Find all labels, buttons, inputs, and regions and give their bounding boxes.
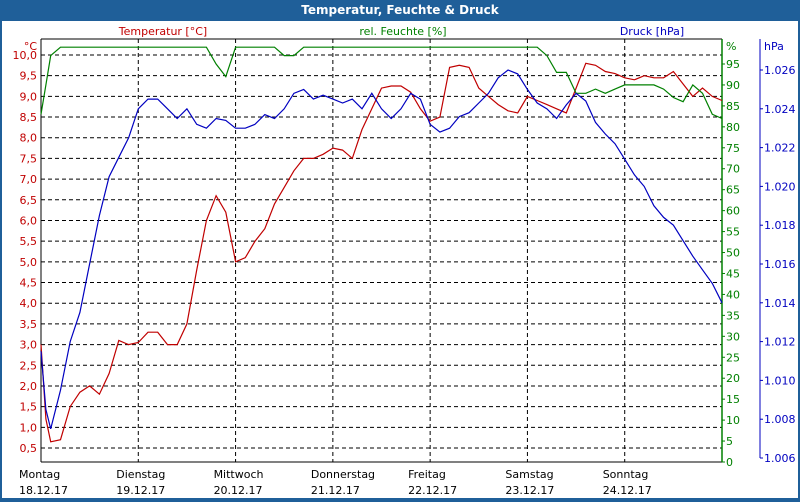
humidity-tick-label: 65 (726, 184, 740, 197)
temperature-tick-label: 7,0 (20, 173, 38, 186)
pressure-tick-label: 1.012 (764, 336, 796, 349)
humidity-tick-label: 80 (726, 121, 740, 134)
pressure-tick-label: 1.014 (764, 297, 796, 310)
temperature-tick-label: 1,5 (20, 401, 38, 414)
temperature-tick-label: 5,5 (20, 235, 38, 248)
temperature-tick-label: 1,0 (20, 421, 38, 434)
date-label: 20.12.17 (214, 484, 263, 497)
window-title: Temperatur, Feuchte & Druck (0, 0, 800, 21)
temperature-tick-label: 8,0 (20, 132, 38, 145)
temperature-tick-label: 6,5 (20, 194, 38, 207)
pressure-tick-label: 1.010 (764, 374, 796, 387)
temperature-tick-label: 5,0 (20, 256, 38, 269)
pressure-unit-label: hPa (764, 40, 784, 53)
humidity-tick-label: 30 (726, 330, 740, 343)
temperature-unit-label: °C (24, 40, 38, 53)
temperature-tick-label: 3,5 (20, 318, 38, 331)
pressure-tick-label: 1.016 (764, 258, 796, 271)
day-label: Montag (19, 468, 60, 481)
chart-panel: 10,0 9,5 9,0 8,5 8,0 7,5 7,0 6,5 6,0 5,5 5,0 4,5 4,0… (2, 21, 798, 498)
temperature-tick-label: 7,5 (20, 152, 38, 165)
pressure-tick-label: 1.006 (764, 452, 796, 465)
humidity-tick-label: 45 (726, 267, 740, 280)
humidity-tick-label: 75 (726, 142, 740, 155)
temperature-tick-label: 4,5 (20, 277, 38, 290)
day-label: Mittwoch (214, 468, 264, 481)
date-label: 18.12.17 (19, 484, 68, 497)
pressure-line (40, 69, 723, 430)
humidity-tick-label: 25 (726, 351, 740, 364)
temperature-tick-label: 8,5 (20, 111, 38, 124)
pressure-tick-label: 1.024 (764, 103, 796, 116)
date-label: 24.12.17 (603, 484, 652, 497)
weather-chart: 10,0 9,5 9,0 8,5 8,0 7,5 7,0 6,5 6,0 5,5 5,0 4,5 4,0… (13, 25, 796, 497)
temperature-tick-label: 9,5 (20, 70, 38, 83)
humidity-tick-label: 60 (726, 205, 740, 218)
humidity-tick-label: 55 (726, 226, 740, 239)
humidity-tick-label: 70 (726, 163, 740, 176)
pressure-tick-label: 1.018 (764, 219, 796, 232)
day-label: Freitag (408, 468, 446, 481)
humidity-tick-label: 15 (726, 393, 740, 406)
humidity-tick-label: 35 (726, 309, 740, 322)
pressure-tick-label: 1.008 (764, 413, 796, 426)
temperature-tick-label: 4,0 (20, 297, 38, 310)
humidity-tick-label: 0 (726, 456, 733, 469)
temperature-tick-label: 6,0 (20, 214, 38, 227)
temperature-tick-label: 3,0 (20, 339, 38, 352)
date-label: 22.12.17 (408, 484, 457, 497)
humidity-tick-label: 50 (726, 247, 740, 260)
pressure-tick-label: 1.020 (764, 180, 796, 193)
humidity-line (40, 46, 723, 120)
temperature-tick-label: 0,5 (20, 442, 38, 455)
temperature-tick-label: 2,0 (20, 380, 38, 393)
day-label: Sonntag (603, 468, 649, 481)
humidity-tick-label: 20 (726, 372, 740, 385)
temperature-line (40, 62, 723, 443)
humidity-tick-label: 95 (726, 58, 740, 71)
humidity-tick-label: 90 (726, 79, 740, 92)
day-label: Dienstag (116, 468, 165, 481)
humidity-tick-label: 85 (726, 100, 740, 113)
humidity-unit-label: % (726, 40, 736, 53)
pressure-tick-label: 1.022 (764, 142, 796, 155)
date-label: 21.12.17 (311, 484, 360, 497)
legend-pressure: Druck [hPa] (620, 25, 684, 38)
humidity-tick-label: 10 (726, 414, 740, 427)
temperature-tick-label: 2,5 (20, 359, 38, 372)
humidity-tick-label: 5 (726, 435, 733, 448)
day-label: Samstag (505, 468, 553, 481)
temperature-tick-label: 10,0 (13, 49, 38, 62)
humidity-tick-label: 40 (726, 288, 740, 301)
date-label: 19.12.17 (116, 484, 165, 497)
pressure-tick-label: 1.026 (764, 64, 796, 77)
day-label: Donnerstag (311, 468, 375, 481)
temperature-tick-label: 9,0 (20, 90, 38, 103)
legend-humidity: rel. Feuchte [%] (359, 25, 446, 38)
legend-temperature: Temperatur [°C] (118, 25, 207, 38)
date-label: 23.12.17 (505, 484, 554, 497)
